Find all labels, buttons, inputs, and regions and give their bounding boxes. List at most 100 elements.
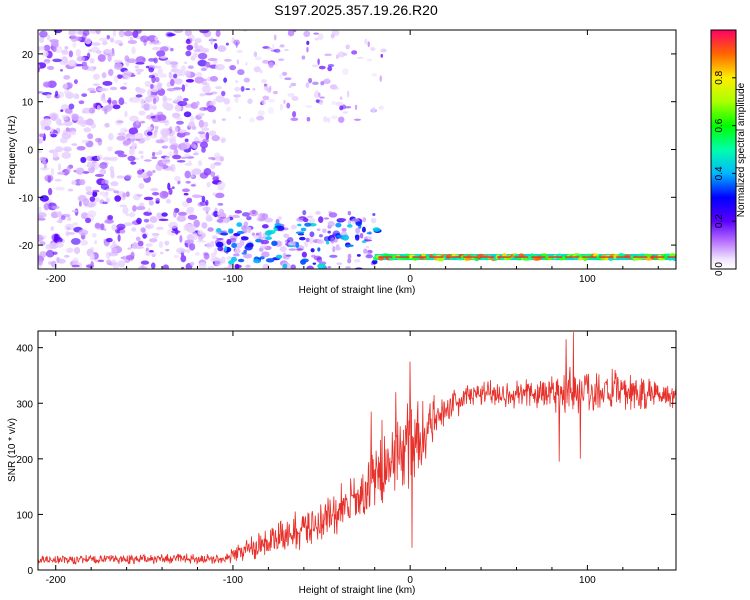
spectrogram-blob xyxy=(110,181,119,187)
spectrogram-blob xyxy=(342,52,348,56)
spectrogram-blob xyxy=(107,146,113,152)
spectrogram-blob xyxy=(203,107,208,111)
spectrogram-blob xyxy=(105,188,116,192)
spectrogram-blob xyxy=(248,117,255,123)
spectrogram-blob xyxy=(214,192,225,199)
spectrogram-blob xyxy=(126,58,137,64)
spectrogram-blob xyxy=(170,60,176,69)
spectrogram-blob xyxy=(205,82,210,89)
spectrogram-blob xyxy=(135,236,141,242)
spectrogram-blob xyxy=(228,228,232,234)
spectrogram-blob xyxy=(68,103,75,110)
spectrogram-blob xyxy=(45,249,55,258)
spectrogram-blob xyxy=(158,218,169,222)
spectrogram-blob xyxy=(107,68,114,77)
spectrogram-blob xyxy=(212,119,217,124)
spectrogram-blob xyxy=(39,251,47,258)
spectrogram-x-tick-label: 0 xyxy=(407,274,413,285)
spectrogram-blob xyxy=(212,192,217,196)
spectrogram-blob xyxy=(324,53,332,57)
spectrogram-blob xyxy=(81,139,89,144)
spectrogram-blob xyxy=(128,212,136,218)
spectrogram-blob xyxy=(106,35,110,40)
spectrogram-blob xyxy=(275,49,281,54)
spectrogram-blob xyxy=(72,222,79,226)
spectrogram-blob xyxy=(97,259,105,263)
spectrogram-blob xyxy=(365,254,374,259)
spectrogram-blob xyxy=(105,191,109,196)
spectrogram-blob xyxy=(205,199,209,206)
spectrogram-blob xyxy=(47,187,53,196)
spectrogram-blob xyxy=(312,262,317,265)
spectrogram-blob xyxy=(157,68,163,75)
snr-series-line xyxy=(38,332,676,566)
spectrogram-blob xyxy=(286,102,291,109)
spectrogram-blob xyxy=(319,101,323,105)
spectrogram-blob xyxy=(54,90,59,97)
spectrogram-blob xyxy=(173,30,184,34)
spectrogram-blob xyxy=(282,71,288,76)
spectrogram-blob xyxy=(192,232,198,241)
spectrogram-blob xyxy=(71,113,79,121)
spectrogram-blob xyxy=(330,115,339,120)
spectrogram-blob xyxy=(211,235,218,240)
spectrogram-blob xyxy=(189,115,195,124)
spectrogram-blob xyxy=(105,197,111,203)
spectrogram-blob xyxy=(106,259,112,265)
spectrogram-blob xyxy=(205,61,211,68)
spectrogram-blob xyxy=(117,154,128,158)
spectrogram-blob xyxy=(80,240,89,246)
spectrogram-blob xyxy=(236,222,243,227)
spectrogram-blob xyxy=(305,82,310,88)
spectrogram-blob xyxy=(260,239,270,245)
spectrogram-blob xyxy=(38,46,46,51)
spectrogram-blob xyxy=(240,236,249,241)
spectrogram-blob xyxy=(205,131,210,140)
spectrogram-blob xyxy=(198,261,207,269)
spectrogram-blob xyxy=(353,259,361,263)
spectrogram-blob xyxy=(45,243,53,250)
spectrogram-blob xyxy=(175,229,179,235)
spectrogram-blob xyxy=(111,99,118,105)
snr-frame xyxy=(37,330,677,571)
spectrogram-blob xyxy=(215,95,226,103)
spectrogram-blob xyxy=(229,64,237,71)
spectrogram-blob xyxy=(77,195,87,202)
spectrogram-blob xyxy=(287,245,295,248)
spectrogram-blob xyxy=(108,133,114,141)
spectrogram-blob xyxy=(50,127,54,133)
spectrogram-blob xyxy=(184,83,189,87)
colorbar-tick-label: 0.0 xyxy=(714,262,725,276)
spectrogram-blob xyxy=(188,121,196,129)
spectrogram-blob xyxy=(260,245,268,249)
spectrogram-blob xyxy=(67,188,74,192)
spectrogram-y-tick-label: -10 xyxy=(19,193,34,204)
spectrogram-blob xyxy=(378,105,384,110)
spectrogram-blob xyxy=(87,133,94,140)
spectrogram-blob xyxy=(87,161,92,169)
spectrogram-blob xyxy=(194,37,202,44)
spectrogram-blob xyxy=(173,78,183,85)
spectrogram-blob xyxy=(179,235,183,243)
spectrogram-blob xyxy=(345,244,354,248)
spectrogram-blob xyxy=(44,61,50,65)
spectrogram-blob xyxy=(232,215,241,219)
spectrogram-blob xyxy=(304,240,309,248)
spectrogram-blob xyxy=(190,184,196,187)
spectrogram-blob xyxy=(297,223,302,227)
spectrogram-blob xyxy=(177,248,187,253)
spectrogram-blob xyxy=(120,86,127,90)
spectrogram-blob xyxy=(231,36,236,44)
spectrogram-blob xyxy=(337,218,347,222)
spectrogram-blob xyxy=(180,255,187,263)
spectrogram-blob xyxy=(66,217,71,221)
spectrogram-blob xyxy=(287,241,297,246)
spectrogram-blob xyxy=(51,233,61,242)
spectrogram-blob xyxy=(197,131,206,135)
spectrogram-blob xyxy=(154,151,163,155)
spectrogram-blob xyxy=(186,197,193,204)
spectrogram-blob xyxy=(371,259,378,265)
spectrogram-blob xyxy=(124,55,130,62)
spectrogram-blob xyxy=(323,217,330,220)
spectrogram-blob xyxy=(315,210,321,215)
